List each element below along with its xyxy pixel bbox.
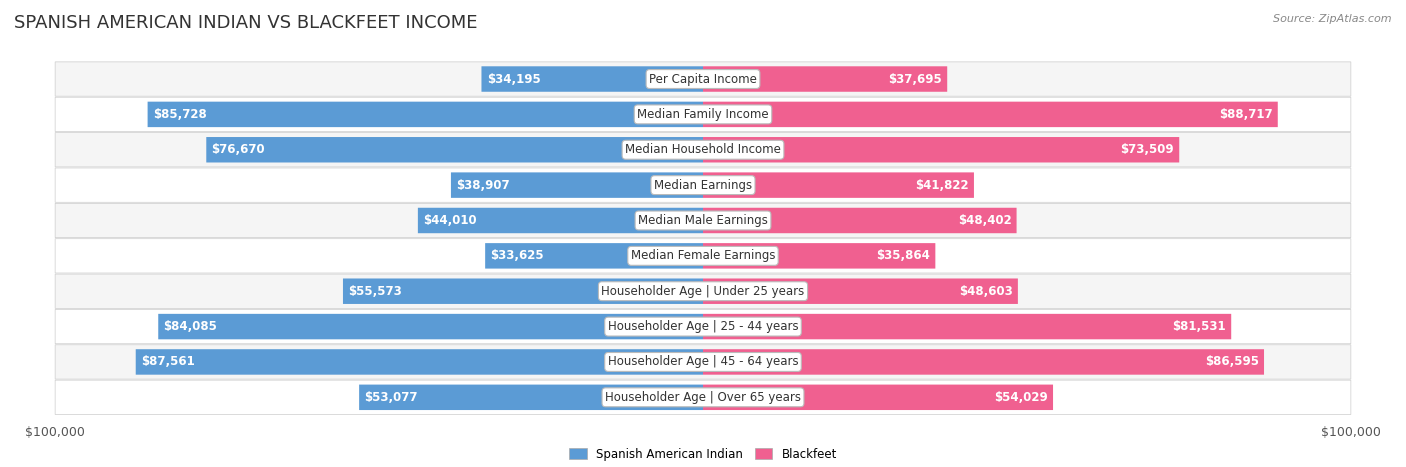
FancyBboxPatch shape xyxy=(207,137,703,163)
FancyBboxPatch shape xyxy=(136,349,703,375)
Text: $35,864: $35,864 xyxy=(876,249,931,262)
FancyBboxPatch shape xyxy=(485,243,703,269)
Text: $41,822: $41,822 xyxy=(915,178,969,191)
FancyBboxPatch shape xyxy=(703,137,1180,163)
Text: $44,010: $44,010 xyxy=(423,214,477,227)
FancyBboxPatch shape xyxy=(55,310,1351,344)
Text: Householder Age | 25 - 44 years: Householder Age | 25 - 44 years xyxy=(607,320,799,333)
Text: $73,509: $73,509 xyxy=(1121,143,1174,156)
Text: Median Household Income: Median Household Income xyxy=(626,143,780,156)
Text: $76,670: $76,670 xyxy=(211,143,266,156)
Text: $48,402: $48,402 xyxy=(957,214,1011,227)
FancyBboxPatch shape xyxy=(159,314,703,340)
Text: Householder Age | Over 65 years: Householder Age | Over 65 years xyxy=(605,391,801,404)
Text: $48,603: $48,603 xyxy=(959,285,1012,298)
FancyBboxPatch shape xyxy=(148,102,703,127)
Text: $53,077: $53,077 xyxy=(364,391,418,404)
Text: $84,085: $84,085 xyxy=(163,320,218,333)
Text: Median Earnings: Median Earnings xyxy=(654,178,752,191)
FancyBboxPatch shape xyxy=(55,345,1351,379)
FancyBboxPatch shape xyxy=(703,172,974,198)
FancyBboxPatch shape xyxy=(703,66,948,92)
FancyBboxPatch shape xyxy=(703,278,1018,304)
FancyBboxPatch shape xyxy=(418,208,703,233)
Text: Median Family Income: Median Family Income xyxy=(637,108,769,121)
FancyBboxPatch shape xyxy=(55,62,1351,96)
Text: Source: ZipAtlas.com: Source: ZipAtlas.com xyxy=(1274,14,1392,24)
FancyBboxPatch shape xyxy=(359,385,703,410)
Text: $38,907: $38,907 xyxy=(456,178,510,191)
Text: Householder Age | Under 25 years: Householder Age | Under 25 years xyxy=(602,285,804,298)
FancyBboxPatch shape xyxy=(55,239,1351,273)
FancyBboxPatch shape xyxy=(55,133,1351,167)
Text: $34,195: $34,195 xyxy=(486,72,540,85)
FancyBboxPatch shape xyxy=(703,314,1232,340)
Text: Householder Age | 45 - 64 years: Householder Age | 45 - 64 years xyxy=(607,355,799,368)
FancyBboxPatch shape xyxy=(55,203,1351,238)
FancyBboxPatch shape xyxy=(451,172,703,198)
FancyBboxPatch shape xyxy=(55,380,1351,415)
Text: $86,595: $86,595 xyxy=(1205,355,1258,368)
Text: Median Male Earnings: Median Male Earnings xyxy=(638,214,768,227)
FancyBboxPatch shape xyxy=(481,66,703,92)
Text: $55,573: $55,573 xyxy=(349,285,402,298)
FancyBboxPatch shape xyxy=(343,278,703,304)
Text: $87,561: $87,561 xyxy=(141,355,194,368)
Text: $81,531: $81,531 xyxy=(1173,320,1226,333)
FancyBboxPatch shape xyxy=(55,168,1351,202)
FancyBboxPatch shape xyxy=(703,349,1264,375)
Text: $37,695: $37,695 xyxy=(889,72,942,85)
FancyBboxPatch shape xyxy=(703,243,935,269)
Text: $88,717: $88,717 xyxy=(1219,108,1272,121)
Text: $85,728: $85,728 xyxy=(153,108,207,121)
FancyBboxPatch shape xyxy=(703,102,1278,127)
FancyBboxPatch shape xyxy=(55,97,1351,132)
Text: $33,625: $33,625 xyxy=(491,249,544,262)
FancyBboxPatch shape xyxy=(55,274,1351,308)
Legend: Spanish American Indian, Blackfeet: Spanish American Indian, Blackfeet xyxy=(564,443,842,466)
Text: $54,029: $54,029 xyxy=(994,391,1047,404)
FancyBboxPatch shape xyxy=(703,208,1017,233)
Text: Median Female Earnings: Median Female Earnings xyxy=(631,249,775,262)
FancyBboxPatch shape xyxy=(703,385,1053,410)
Text: SPANISH AMERICAN INDIAN VS BLACKFEET INCOME: SPANISH AMERICAN INDIAN VS BLACKFEET INC… xyxy=(14,14,478,32)
Text: Per Capita Income: Per Capita Income xyxy=(650,72,756,85)
